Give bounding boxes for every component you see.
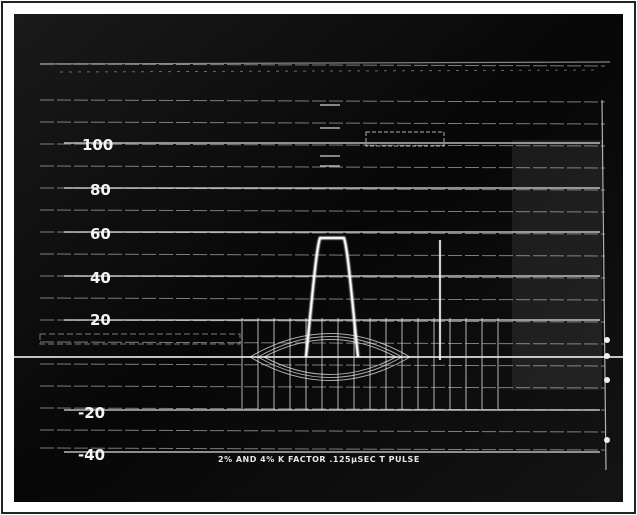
crt-screen: [14, 14, 623, 502]
k-factor-envelope-upper: [257, 336, 403, 358]
tolerance-band: [39, 333, 241, 345]
graticule-edge: [601, 99, 607, 471]
edge-marker: [604, 337, 610, 343]
graticule-row: [39, 429, 606, 433]
graticule-row: [39, 121, 606, 125]
k-factor-envelope-lower: [249, 356, 411, 381]
edge-marker: [604, 353, 610, 359]
scale-labels: 100 80 60 40 20 -20 -40: [78, 136, 113, 464]
scale-label-20: 20: [90, 311, 111, 329]
multiburst-glow: [512, 140, 602, 390]
graticule-row: [39, 447, 606, 451]
scale-label-80: 80: [90, 181, 111, 199]
scale-label-minus-20: -20: [78, 404, 105, 422]
graticule-row: [39, 209, 606, 213]
scale-label-minus-40: -40: [78, 446, 105, 464]
t-pulse-trace-core: [305, 237, 359, 358]
edge-marker: [604, 437, 610, 443]
k-factor-envelope-upper: [249, 333, 411, 358]
graticule-row: [39, 253, 606, 257]
k-factor-envelope-upper: [263, 339, 397, 358]
top-reference-line: [59, 69, 601, 73]
k-factor-envelope-lower: [257, 356, 403, 378]
graticule-row: [39, 143, 606, 147]
graticule-row: [39, 297, 606, 301]
scale-label-60: 60: [90, 225, 111, 243]
waveform-traces: [14, 69, 623, 443]
reference-box: [365, 131, 445, 147]
edge-marker: [604, 377, 610, 383]
scale-label-40: 40: [90, 269, 111, 287]
k-factor-envelope-lower: [263, 356, 397, 375]
scale-label-100: 100: [82, 136, 113, 154]
trace-caption: 2% AND 4% K FACTOR .125µSEC T PULSE: [218, 455, 420, 464]
graticule-row: [39, 63, 606, 67]
graticule-row: [39, 165, 606, 169]
graticule-top: [39, 61, 611, 65]
graticule-row: [39, 99, 606, 103]
